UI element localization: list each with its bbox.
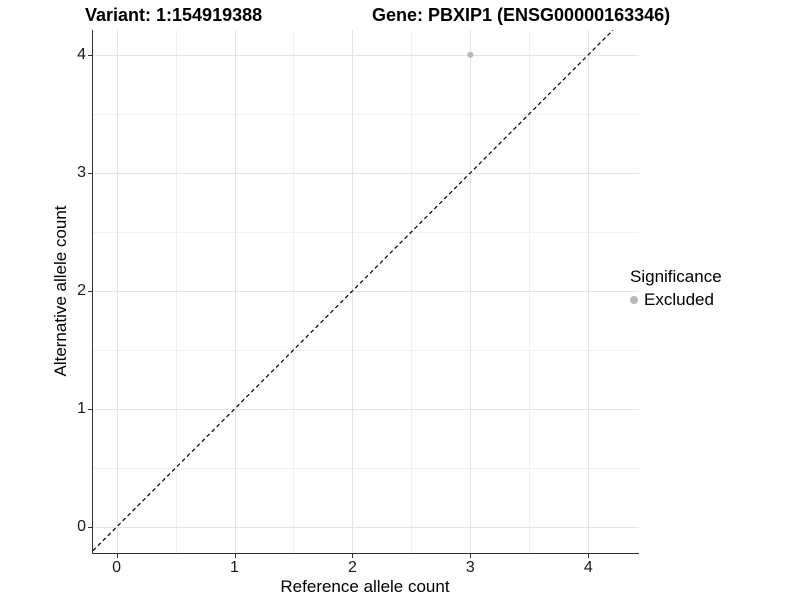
y-tick-label: 1 [77,399,86,417]
plot-layer [93,30,614,552]
plot-panel [92,30,639,554]
x-tick-label: 3 [465,559,475,576]
y-tick-label: 4 [77,45,86,63]
x-tick-mark [116,554,118,558]
gene-title: Gene: PBXIP1 (ENSG00000163346) [372,5,671,25]
x-tick-label: 4 [583,559,593,576]
legend-key-dot-icon [630,296,638,304]
legend-item: Excluded [630,290,722,310]
major-gridline-y [93,290,639,292]
minor-gridline-y [93,467,639,469]
legend: Significance Excluded [630,267,722,310]
y-tick-mark [88,408,92,410]
y-tick-label: 0 [77,518,86,536]
y-axis-title: Alternative allele count [51,205,70,377]
y-tick-mark [88,54,92,56]
major-gridline-y [93,408,639,410]
legend-item-label: Excluded [644,290,714,309]
minor-gridline-y [93,349,639,351]
legend-items: Excluded [630,290,722,310]
y-tick-label: 2 [77,281,86,299]
data-point [467,51,474,58]
x-tick-mark [470,554,472,558]
y-tick-label: 3 [77,163,86,181]
legend-title: Significance [630,267,722,286]
x-tick-mark [352,554,354,558]
x-tick-label: 2 [347,559,357,576]
variant-title: Variant: 1:154919388 [85,5,263,25]
major-gridline-y [93,172,639,174]
y-tick-mark [88,172,92,174]
y-tick-mark [88,527,92,529]
x-tick-mark [588,554,590,558]
minor-gridline-y [93,113,639,115]
identity-line [93,30,614,552]
x-tick-label: 1 [230,559,239,576]
minor-gridline-y [93,231,639,233]
major-gridline-y [93,54,639,56]
x-tick-mark [234,554,236,558]
y-tick-mark [88,290,92,292]
major-gridline-y [93,527,639,529]
x-axis-title: Reference allele count [280,577,450,596]
x-tick-label: 0 [112,559,122,576]
